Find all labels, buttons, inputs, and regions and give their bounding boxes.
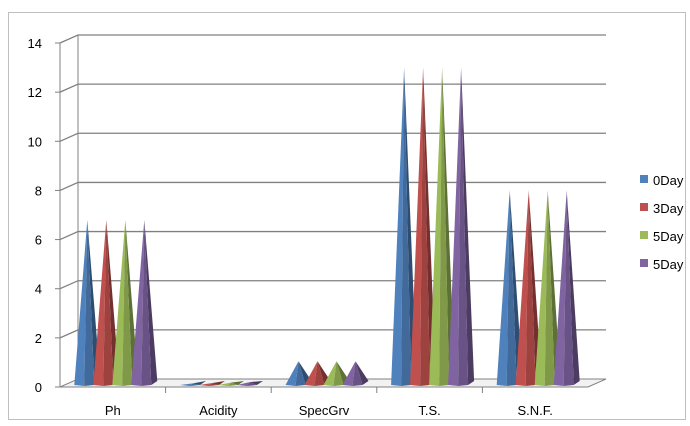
legend-label: 5Day bbox=[653, 229, 684, 244]
legend-label: 0Day bbox=[653, 173, 684, 188]
legend-item: 3Day bbox=[640, 201, 684, 216]
legend-item: 5Day bbox=[640, 229, 684, 244]
legend-swatch bbox=[640, 231, 648, 239]
legend-swatch bbox=[640, 203, 648, 211]
bar bbox=[342, 361, 369, 386]
y-tick-label: 6 bbox=[35, 233, 42, 248]
y-tick-label: 14 bbox=[28, 36, 42, 51]
gridline bbox=[59, 34, 606, 44]
x-tick-label: T.S. bbox=[418, 403, 440, 418]
y-tick-label: 12 bbox=[28, 85, 42, 100]
legend: 0Day 3Day 5Day 5Day bbox=[640, 173, 684, 272]
x-tick-label: Ph bbox=[105, 403, 121, 418]
bars-layer bbox=[74, 67, 580, 387]
gridline bbox=[59, 230, 606, 241]
legend-label: 3Day bbox=[653, 201, 684, 216]
bar bbox=[236, 381, 263, 386]
bar bbox=[179, 381, 206, 386]
y-tick-label: 0 bbox=[35, 380, 42, 395]
legend-label: 5Day bbox=[653, 257, 684, 272]
gridline bbox=[59, 181, 606, 192]
gridline bbox=[59, 83, 606, 93]
x-tick-label: SpecGrv bbox=[299, 403, 350, 418]
legend-swatch bbox=[640, 175, 648, 183]
y-tick-label: 8 bbox=[35, 183, 42, 198]
bar bbox=[553, 190, 580, 386]
legend-swatch bbox=[640, 259, 648, 267]
bar bbox=[131, 219, 158, 386]
legend-item: 5Day bbox=[640, 257, 684, 272]
legend-item: 0Day bbox=[640, 173, 684, 188]
x-tick-label: Acidity bbox=[199, 403, 238, 418]
y-tick-label: 4 bbox=[35, 282, 42, 297]
gridline bbox=[59, 132, 606, 142]
y-tick-label: 10 bbox=[28, 134, 42, 149]
y-tick-label: 2 bbox=[35, 331, 42, 346]
bar bbox=[448, 67, 475, 387]
x-tick-label: S.N.F. bbox=[517, 403, 552, 418]
bar bbox=[198, 381, 225, 386]
axis-layer: 0 2 4 6 8 10 12 14 Ph Acidity SpecGrv T.S. S.N.F. bbox=[28, 36, 588, 418]
bar bbox=[217, 381, 244, 386]
